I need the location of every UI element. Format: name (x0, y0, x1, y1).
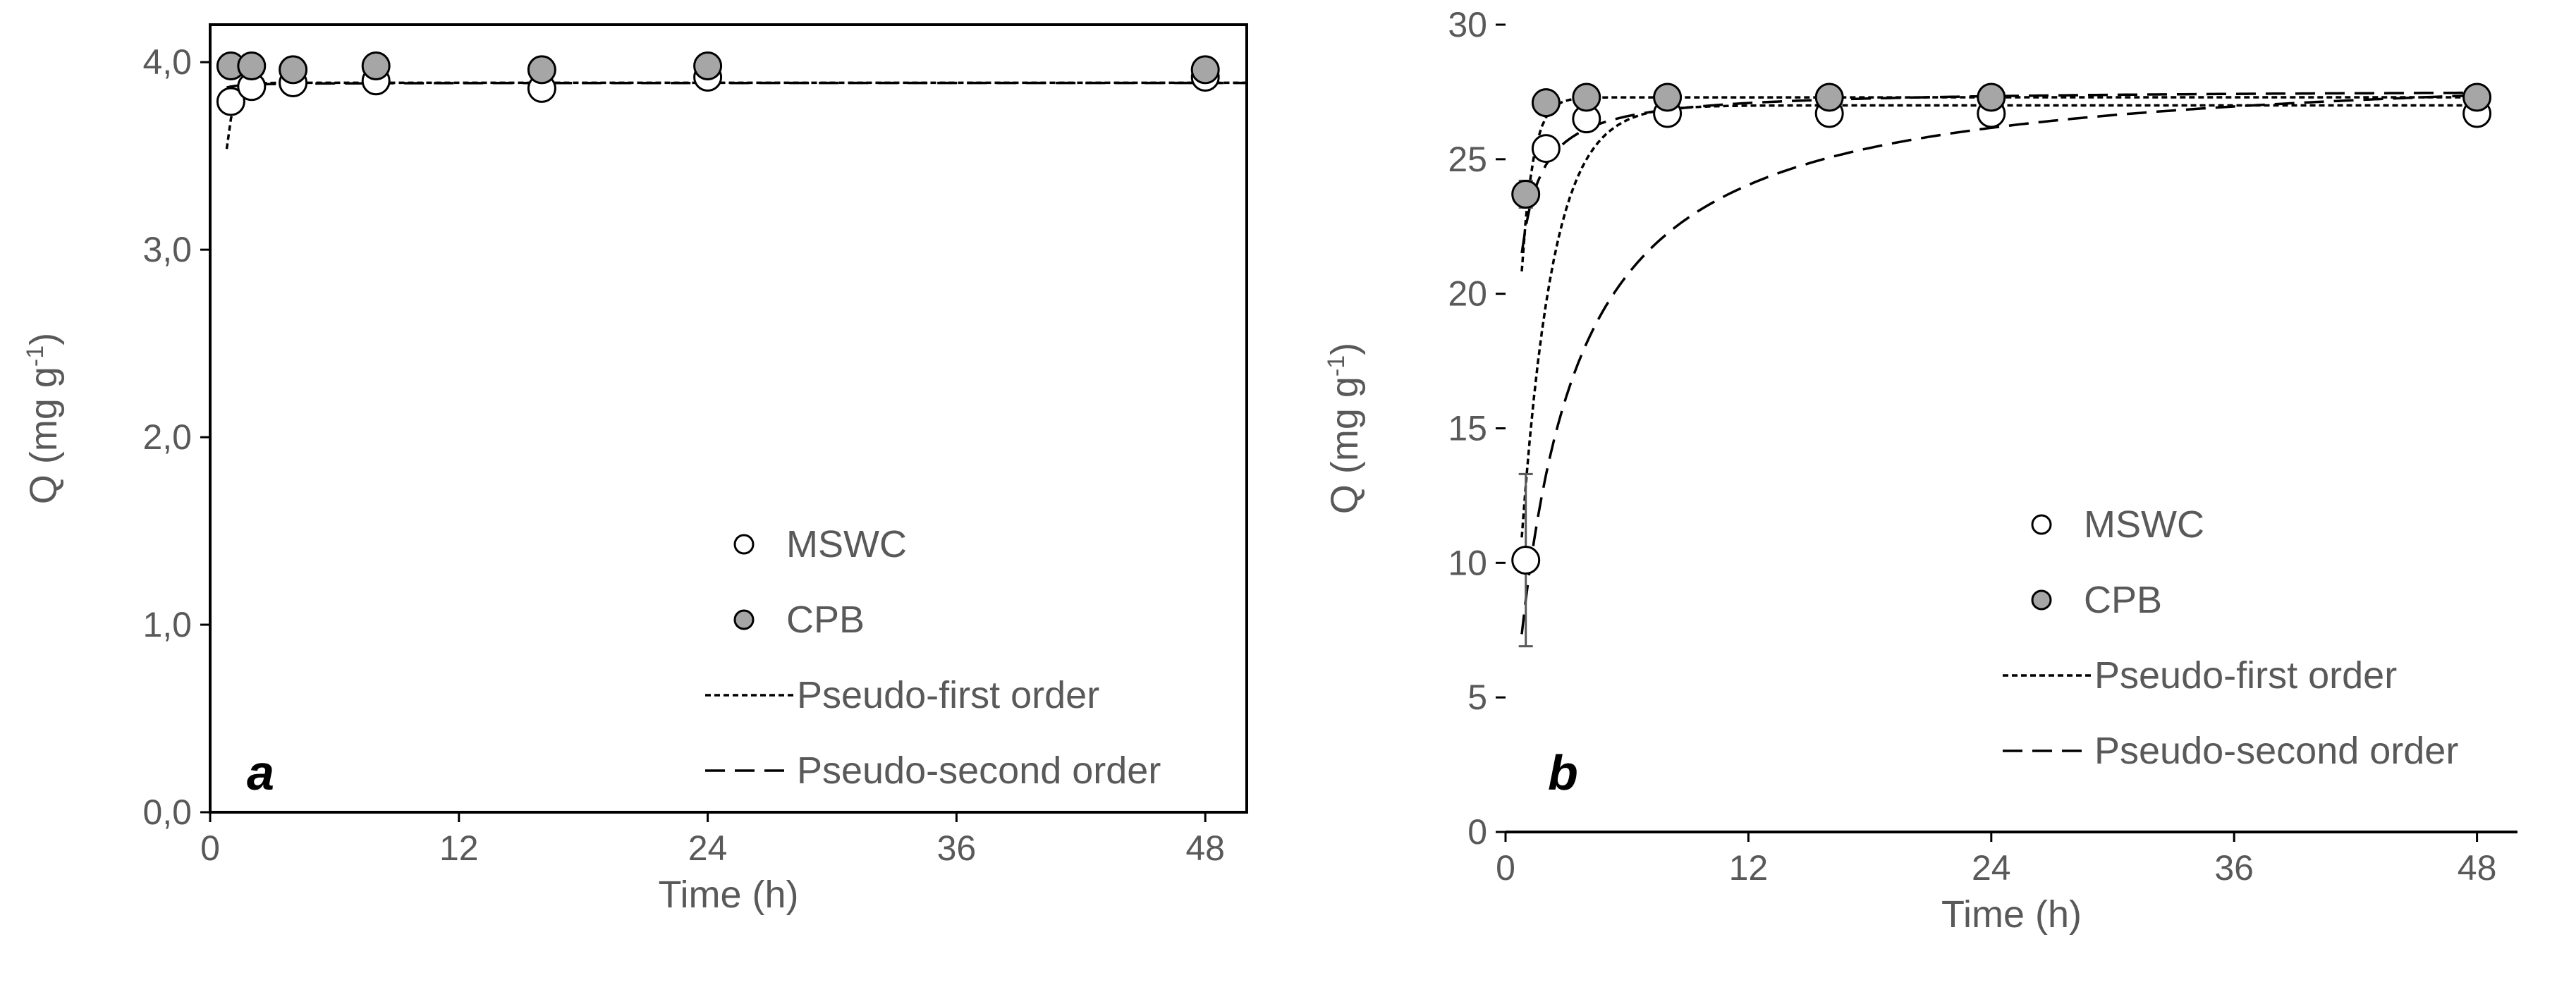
y-axis-title-main: Q (mg g (1324, 376, 1366, 514)
cpb-point (1653, 82, 1683, 112)
y-axis-title-superscript: -1 (1323, 355, 1350, 376)
panel-a-chart: 0 12 24 36 48 0,0 1,0 2,0 3,0 4,0 Time (h) Q (mg g-… (22, 23, 1248, 916)
mswc-point (1511, 546, 1541, 575)
legend-label: Pseudo-second order (2094, 730, 2458, 772)
cpb-point (1531, 88, 1561, 118)
y-axis-title-main: Q (mg g (23, 367, 65, 504)
y-tick-label: 30 (1448, 5, 1487, 44)
legend-label: MSWC (786, 523, 907, 565)
legend-marker-cpb (733, 609, 755, 630)
legend-label: Pseudo-first order (797, 674, 1099, 716)
y-tick-label: 4,0 (142, 42, 192, 82)
y-axis-title-close: ) (1324, 343, 1366, 355)
cpb-point (1190, 55, 1220, 85)
cpb-point (2462, 82, 2492, 112)
y-axis-title: Q (mg g-1) (1323, 343, 1366, 514)
y-axis-title-close: ) (23, 333, 65, 345)
x-tick-label: 48 (1185, 828, 1225, 868)
mswc-point (216, 87, 245, 116)
x-tick-label: 36 (2214, 848, 2254, 888)
y-tick-label: 10 (1448, 543, 1487, 582)
pseudo-second-order-curve (1520, 93, 2487, 635)
pseudo-first-order-curve (1520, 104, 2487, 538)
cpb-point (527, 55, 556, 85)
y-tick-label: 25 (1448, 140, 1487, 179)
x-axis-title: Time (h) (1941, 893, 2082, 936)
y-tick-label: 0 (1467, 812, 1487, 852)
x-tick-label: 24 (1972, 848, 2011, 888)
legend-label: CPB (2084, 579, 2162, 621)
y-tick-label: 5 (1467, 678, 1487, 717)
y-tick-label: 0,0 (142, 792, 192, 832)
cpb-point (693, 51, 723, 81)
y-tick-label: 15 (1448, 409, 1487, 448)
cpb-point (361, 51, 391, 81)
legend-label: MSWC (2084, 503, 2204, 546)
x-tick-label: 24 (688, 828, 728, 868)
cpb-point (1814, 82, 1844, 112)
x-tick-label: 0 (1496, 848, 1515, 888)
plot-frame (209, 23, 1248, 814)
mswc-point (1531, 134, 1561, 164)
y-tick-label: 1,0 (142, 605, 192, 644)
y-tick-label: 3,0 (142, 230, 192, 269)
cpb-point (1572, 82, 1601, 112)
x-tick-label: 12 (439, 828, 479, 868)
legend-marker-mswc (2031, 514, 2052, 535)
x-tick-label: 12 (1729, 848, 1769, 888)
panel-label: a (247, 745, 274, 800)
panel-b-chart: 0 12 24 36 48 0 5 10 15 20 25 30 Time (h) Q (mg g-1) M… (1323, 5, 2517, 936)
x-tick-label: 0 (200, 828, 220, 868)
cpb-point (1977, 82, 2006, 112)
legend-label: CPB (786, 599, 865, 641)
x-tick-label: 48 (2458, 848, 2497, 888)
y-axis-title: Q (mg g-1) (22, 333, 65, 504)
legend-marker-cpb (2031, 589, 2052, 611)
pseudo-second-order-curve (226, 81, 1247, 89)
y-tick-label: 2,0 (142, 417, 192, 457)
legend-marker-mswc (733, 534, 755, 555)
cpb-point (1511, 179, 1541, 209)
x-tick-label: 36 (937, 828, 977, 868)
panel-label: b (1548, 745, 1578, 800)
x-axis-title: Time (h) (659, 874, 799, 916)
legend-label: Pseudo-first order (2094, 654, 2397, 697)
y-axis-title-superscript: -1 (22, 345, 49, 367)
cpb-point (279, 55, 308, 85)
cpb-point (237, 51, 267, 81)
legend-label: Pseudo-second order (797, 749, 1161, 792)
y-tick-label: 20 (1448, 274, 1487, 314)
